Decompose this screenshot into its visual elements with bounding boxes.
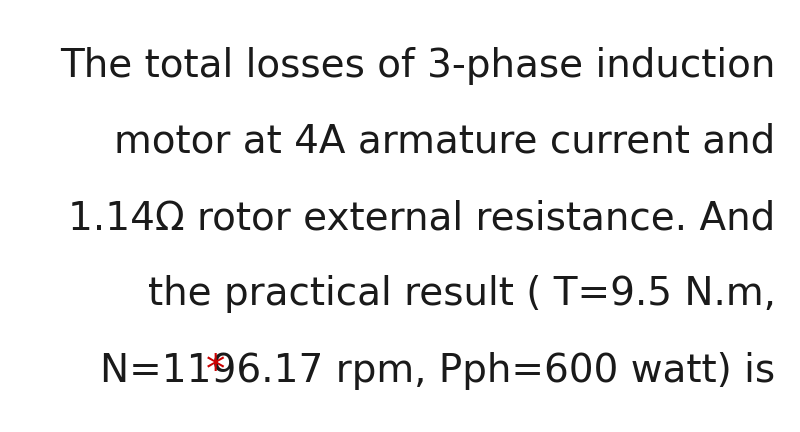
Text: The total losses of 3-phase induction: The total losses of 3-phase induction — [60, 47, 775, 85]
Text: *: * — [206, 352, 238, 390]
Text: motor at 4A armature current and: motor at 4A armature current and — [114, 123, 775, 161]
Text: the practical result ( T=9.5 N.m,: the practical result ( T=9.5 N.m, — [148, 275, 775, 313]
Text: 1.14Ω rotor external resistance. And: 1.14Ω rotor external resistance. And — [68, 199, 775, 237]
Text: N=1196.17 rpm, Pph=600 watt) is: N=1196.17 rpm, Pph=600 watt) is — [100, 352, 775, 390]
